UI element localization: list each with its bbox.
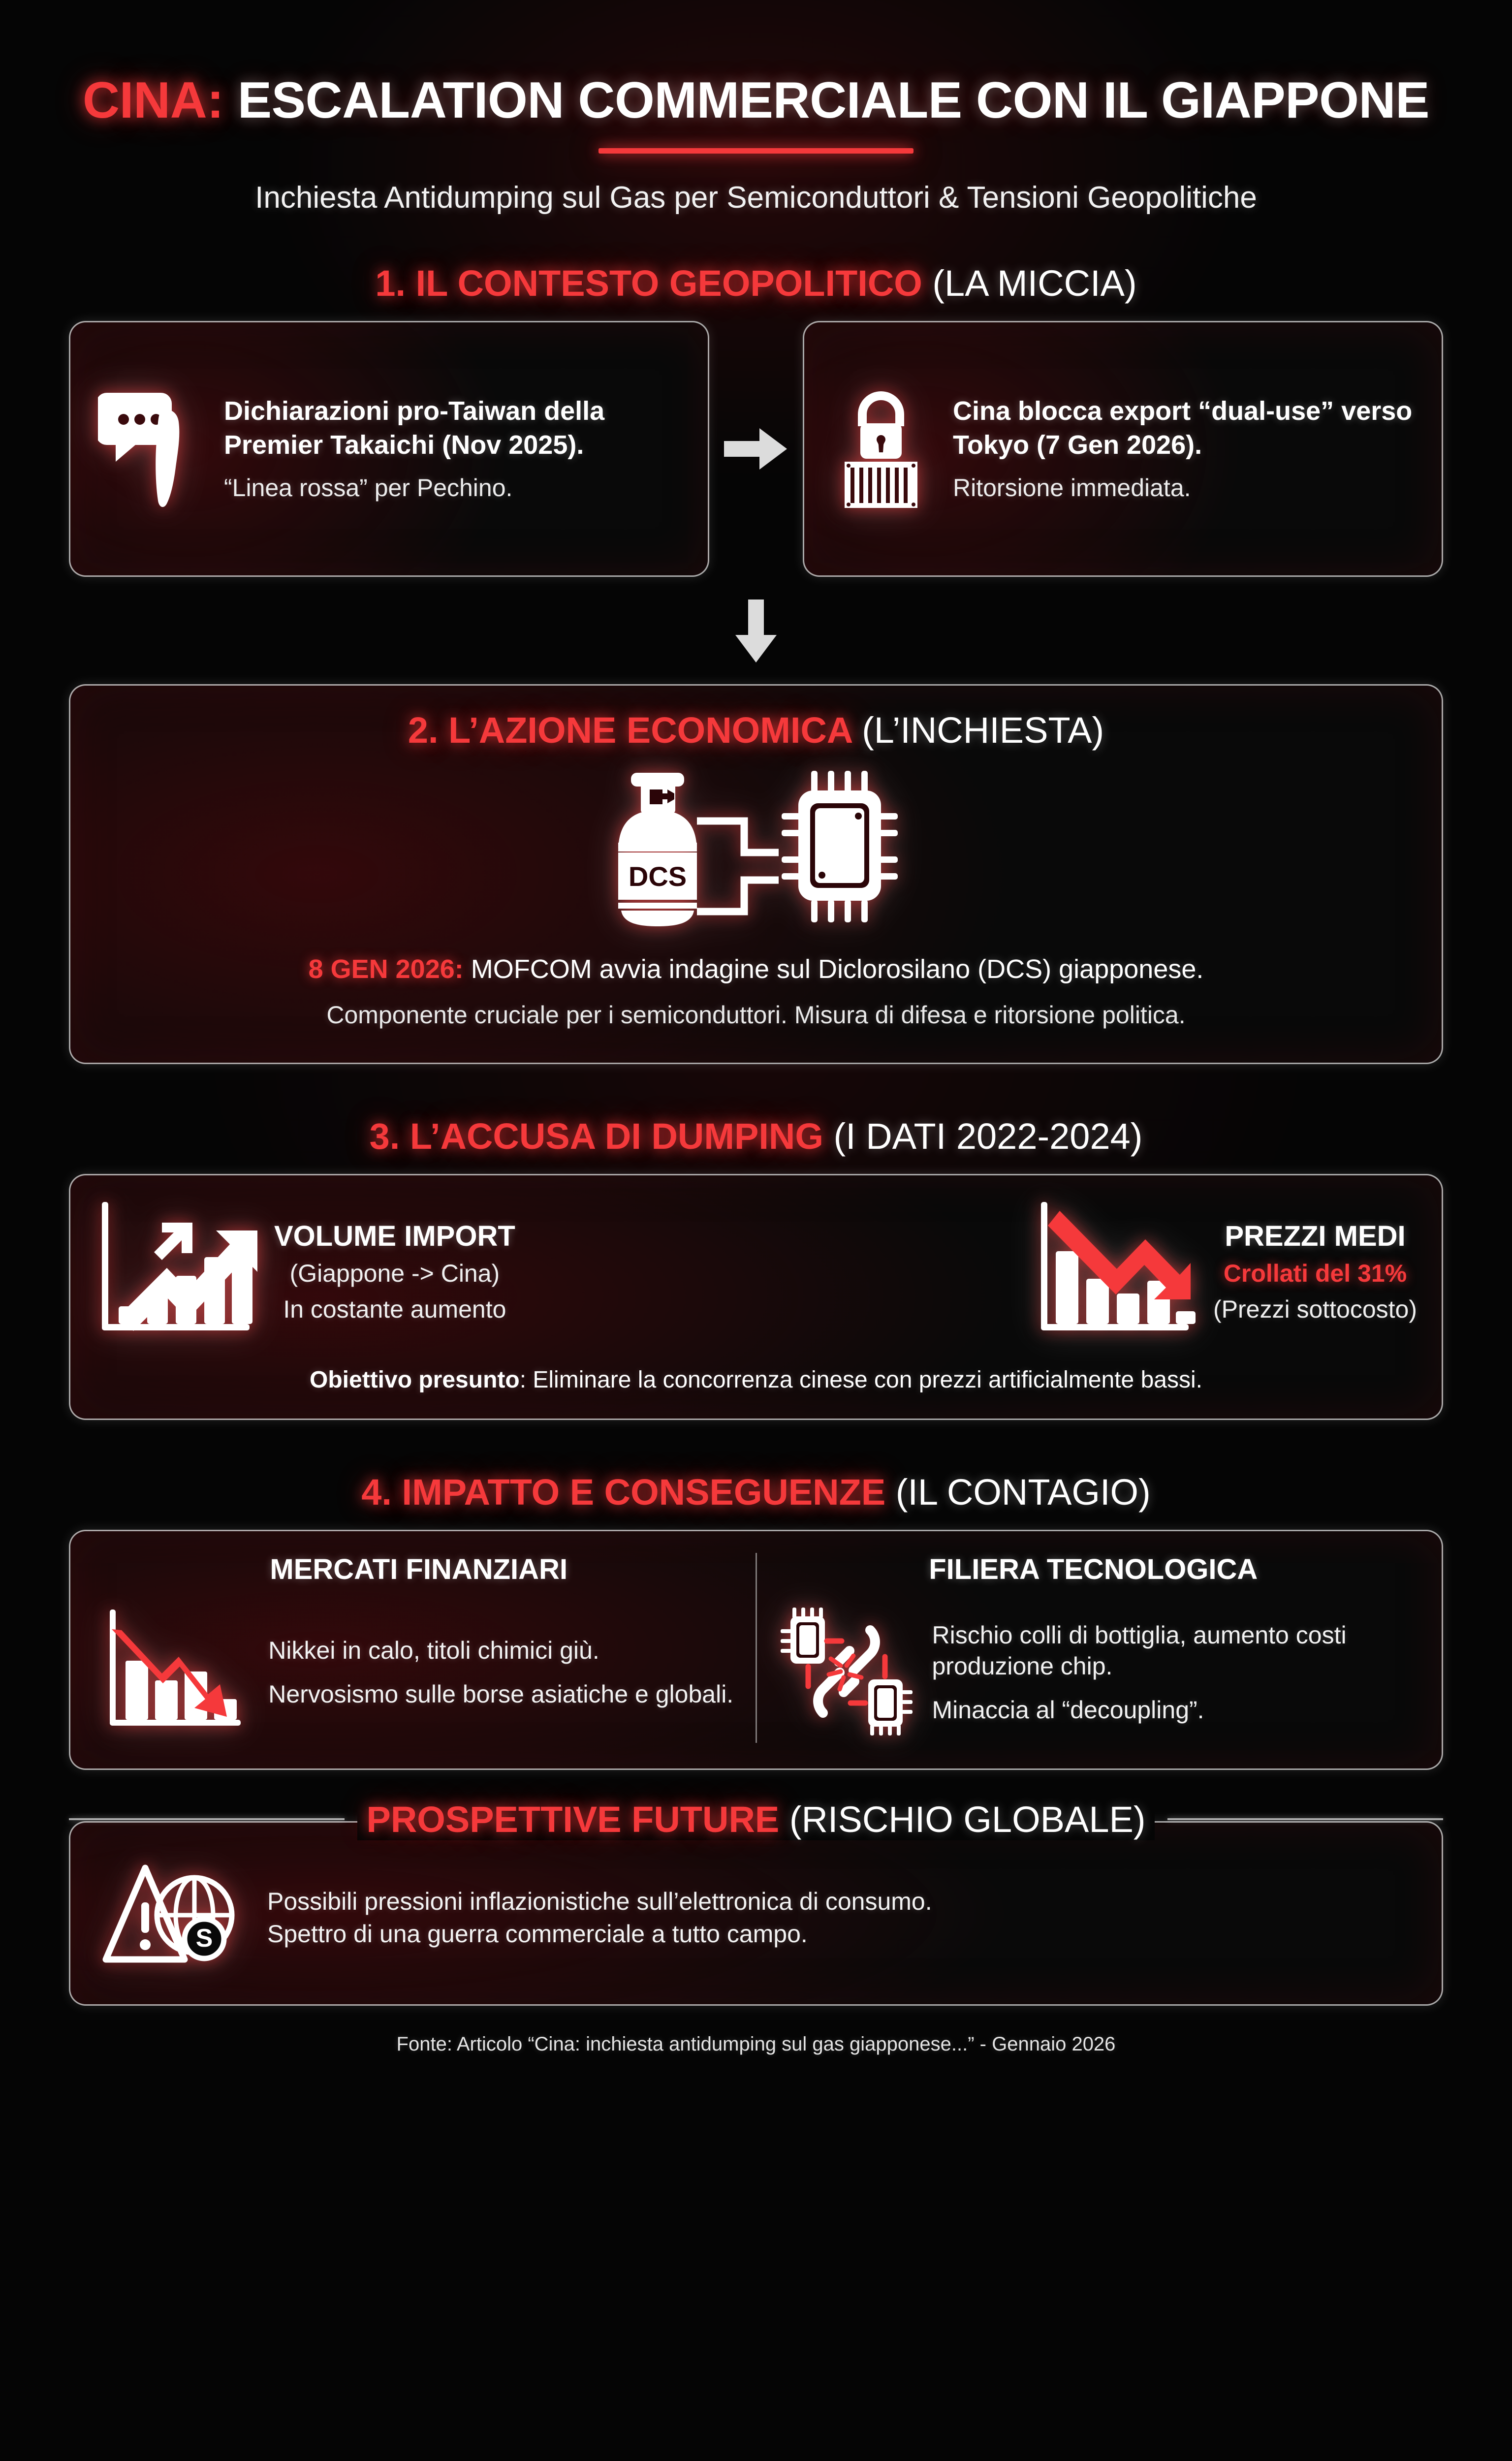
- metric-prezzi-title: PREZZI MEDI: [1225, 1220, 1406, 1252]
- column-filiera-line-2: Minaccia al “decoupling”.: [932, 1696, 1204, 1724]
- column-mercati-text: Nikkei in calo, titoli chimici giù. Nerv…: [268, 1635, 733, 1710]
- metric-prezzi-sub-1: Crollati del 31%: [1223, 1260, 1407, 1288]
- card-taiwan-text: Dichiarazioni pro-Taiwan della Premier T…: [224, 394, 680, 504]
- section-2-line-1: 8 GEN 2026: MOFCOM avvia indagine sul Di…: [100, 952, 1412, 986]
- section-4-card[interactable]: MERCATI FINANZIARI: [69, 1529, 1443, 1770]
- metric-prezzi-sub-2: (Prezzi sottocosto): [1213, 1295, 1417, 1324]
- declining-bar-chart-icon: [104, 1603, 252, 1743]
- future-title-row: PROSPETTIVE FUTURE (RISCHIO GLOBALE): [69, 1798, 1444, 1840]
- broken-chain-chips-icon: [778, 1603, 915, 1743]
- section-4-title-white: (IL CONTAGIO): [895, 1471, 1151, 1513]
- card-export-text: Cina blocca export “dual-use” verso Toky…: [953, 394, 1414, 504]
- column-filiera-title: FILIERA TECNOLOGICA: [929, 1553, 1258, 1585]
- future-text: Possibili pressioni inflazionistiche sul…: [267, 1885, 932, 1950]
- column-filiera-body: Rischio colli di bottiglia, aumento cost…: [778, 1603, 1410, 1743]
- column-mercati-title: MERCATI FINANZIARI: [270, 1553, 568, 1585]
- page-title-accent: CINA:: [83, 72, 224, 129]
- section-3: 3. L’ACCUSA DI DUMPING (I DATI 2022-2024…: [69, 1115, 1443, 1420]
- future-line-2: Spettro di una guerra commerciale a tutt…: [267, 1920, 808, 1948]
- section-1-title-white: (LA MICCIA): [932, 263, 1137, 304]
- column-filiera-text: Rischio colli di bottiglia, aumento cost…: [932, 1620, 1410, 1726]
- metric-volume-sub-1: (Giappone -> Cina): [289, 1260, 500, 1288]
- gas-cylinder-chip-icon: DCS: [100, 768, 1412, 930]
- section-1: 1. IL CONTESTO GEOPOLITICO (LA MICCIA) D…: [69, 262, 1443, 577]
- section-1-cards-row: Dichiarazioni pro-Taiwan della Premier T…: [69, 321, 1443, 577]
- header: CINA: ESCALATION COMMERCIALE CON IL GIAP…: [69, 0, 1443, 215]
- column-filiera-tecnologica: FILIERA TECNOLOGICA: [755, 1552, 1430, 1743]
- card-taiwan-lead: Dichiarazioni pro-Taiwan della Premier T…: [224, 396, 605, 460]
- arrow-down-icon: [69, 599, 1443, 663]
- column-mercati-line-2: Nervosismo sulle borse asiatiche e globa…: [268, 1680, 734, 1708]
- page-subtitle: Inchiesta Antidumping sul Gas per Semico…: [255, 181, 1257, 215]
- svg-text:S: S: [196, 1924, 213, 1953]
- card-taiwan-sub: “Linea rossa” per Pechino.: [224, 474, 513, 502]
- metric-prezzi-medi: PREZZI MEDI Crollati del 31% (Prezzi sot…: [758, 1197, 1417, 1347]
- warning-globe-icon: S: [98, 1860, 246, 1976]
- future-card[interactable]: S Possibili pressioni inflazionistiche s…: [69, 1821, 1443, 2006]
- future-rule-left: [69, 1818, 345, 1821]
- source-footer: Fonte: Articolo “Cina: inchiesta antidum…: [396, 2033, 1116, 2055]
- card-taiwan-statements[interactable]: Dichiarazioni pro-Taiwan della Premier T…: [69, 321, 709, 577]
- card-export-sub: Ritorsione immediata.: [953, 474, 1191, 502]
- page-title-rest: ESCALATION COMMERCIALE CON IL GIAPPONE: [223, 72, 1430, 129]
- section-2-title-white: (L’INCHIESTA): [862, 710, 1104, 751]
- section-3-title: 3. L’ACCUSA DI DUMPING (I DATI 2022-2024…: [69, 1115, 1443, 1157]
- section-3-footnote-rest: : Eliminare la concorrenza cinese con pr…: [519, 1367, 1202, 1393]
- future-title-white: (RISCHIO GLOBALE): [789, 1798, 1146, 1840]
- column-filiera-line-1: Rischio colli di bottiglia, aumento cost…: [932, 1621, 1347, 1680]
- bar-chart-up-arrow-icon: [95, 1197, 258, 1347]
- section-1-title-red: 1. IL CONTESTO GEOPOLITICO: [375, 263, 922, 304]
- metric-prezzi-text: PREZZI MEDI Crollati del 31% (Prezzi sot…: [1213, 1220, 1417, 1325]
- metric-volume-title: VOLUME IMPORT: [274, 1220, 515, 1252]
- column-mercati-body: Nikkei in calo, titoli chimici giù. Nerv…: [104, 1603, 733, 1743]
- section-3-title-red: 3. L’ACCUSA DI DUMPING: [369, 1116, 823, 1157]
- page-title: CINA: ESCALATION COMMERCIALE CON IL GIAP…: [69, 72, 1443, 129]
- padlock-container-icon: [832, 384, 930, 514]
- bar-chart-down-arrow-icon: [1034, 1197, 1197, 1347]
- section-3-card[interactable]: VOLUME IMPORT (Giappone -> Cina) In cost…: [69, 1174, 1443, 1420]
- column-mercati-line-1: Nikkei in calo, titoli chimici giù.: [268, 1637, 599, 1665]
- section-2-date: 8 GEN 2026:: [308, 954, 464, 984]
- section-4-title-red: 4. IMPATTO E CONSEGUENZE: [361, 1471, 886, 1513]
- card-export-lead: Cina blocca export “dual-use” verso Toky…: [953, 396, 1413, 460]
- title-underline: [598, 148, 914, 154]
- section-2-title: 2. L’AZIONE ECONOMICA (L’INCHIESTA): [100, 709, 1412, 751]
- arrow-right-icon: [709, 321, 803, 577]
- future-rule-right: [1167, 1818, 1444, 1821]
- section-4-title: 4. IMPATTO E CONSEGUENZE (IL CONTAGIO): [69, 1471, 1443, 1513]
- speech-bubble-taiwan-icon: [96, 384, 201, 514]
- section-4-columns: MERCATI FINANZIARI: [70, 1531, 1442, 1768]
- column-mercati-finanziari: MERCATI FINANZIARI: [82, 1553, 756, 1743]
- section-4: 4. IMPATTO E CONSEGUENZE (IL CONTAGIO) M…: [69, 1471, 1443, 1770]
- section-2-line-1-text: MOFCOM avvia indagine sul Diclorosilano …: [463, 954, 1204, 984]
- future-title: PROSPETTIVE FUTURE (RISCHIO GLOBALE): [357, 1798, 1155, 1840]
- metric-volume-import: VOLUME IMPORT (Giappone -> Cina) In cost…: [95, 1197, 754, 1347]
- section-2-line-2: Componente cruciale per i semiconduttori…: [326, 1001, 1186, 1029]
- section-3-footnote: Obiettivo presunto: Eliminare la concorr…: [70, 1362, 1442, 1418]
- section-2-title-red: 2. L’AZIONE ECONOMICA: [408, 710, 852, 751]
- section-1-title: 1. IL CONTESTO GEOPOLITICO (LA MICCIA): [69, 262, 1443, 304]
- section-3-metrics: VOLUME IMPORT (Giappone -> Cina) In cost…: [70, 1175, 1442, 1362]
- section-future: PROSPETTIVE FUTURE (RISCHIO GLOBALE) S: [69, 1798, 1444, 2006]
- future-line-1: Possibili pressioni inflazionistiche sul…: [267, 1888, 932, 1916]
- section-2[interactable]: 2. L’AZIONE ECONOMICA (L’INCHIESTA) DCS: [69, 684, 1443, 1065]
- section-3-footnote-bold: Obiettivo presunto: [310, 1367, 520, 1393]
- svg-text:DCS: DCS: [629, 861, 687, 892]
- metric-volume-sub-2: In costante aumento: [283, 1295, 506, 1324]
- card-export-block[interactable]: Cina blocca export “dual-use” verso Toky…: [803, 321, 1443, 577]
- metric-volume-text: VOLUME IMPORT (Giappone -> Cina) In cost…: [274, 1220, 515, 1325]
- future-title-red: PROSPETTIVE FUTURE: [366, 1798, 780, 1840]
- section-3-title-white: (I DATI 2022-2024): [833, 1116, 1143, 1157]
